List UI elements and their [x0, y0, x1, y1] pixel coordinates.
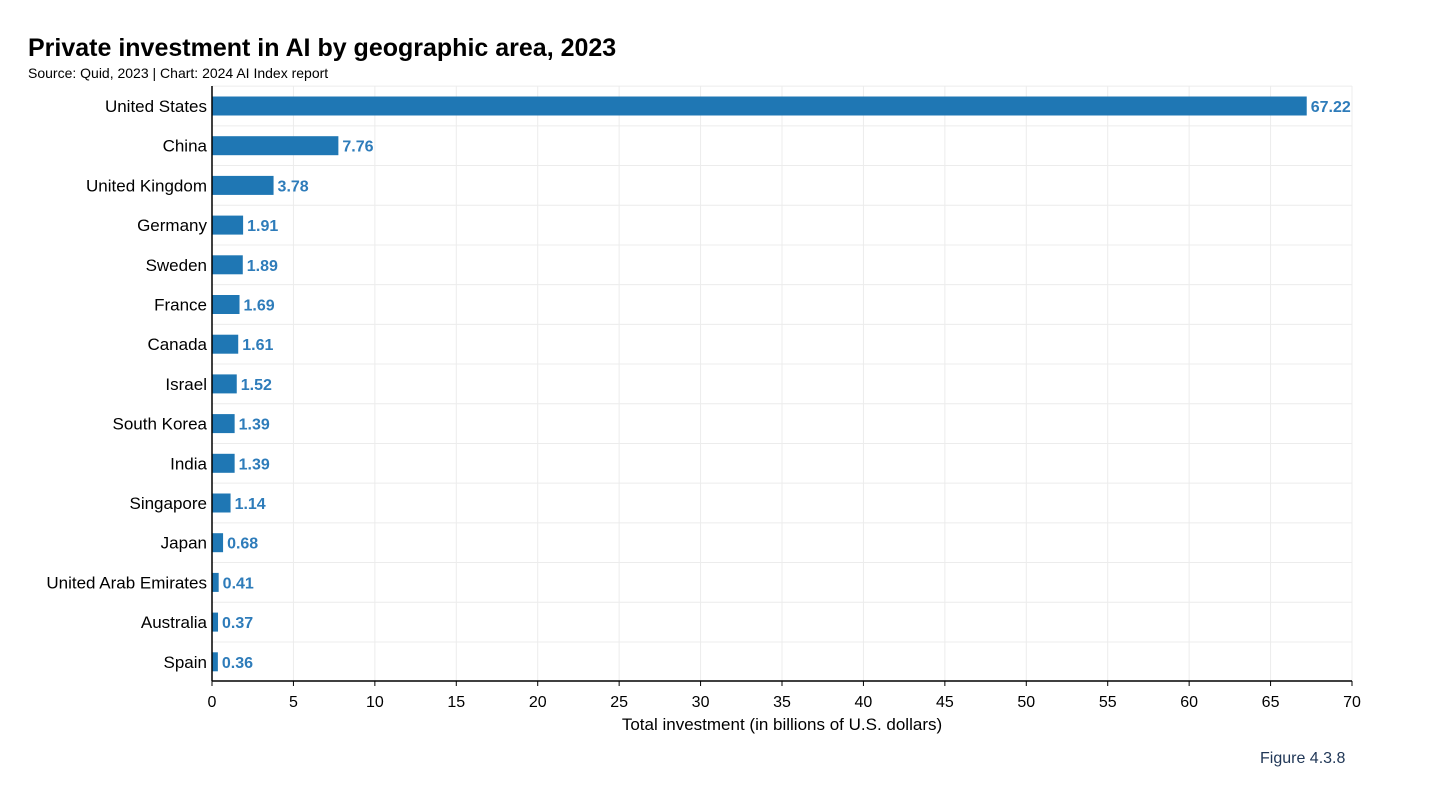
value-label: 1.89	[247, 258, 278, 275]
value-label: 0.41	[223, 575, 254, 592]
x-tick-label: 30	[692, 694, 710, 711]
x-tick-label: 5	[289, 694, 298, 711]
x-axis-title: Total investment (in billions of U.S. do…	[622, 715, 942, 734]
bar	[212, 374, 237, 394]
x-tick-label: 45	[936, 694, 954, 711]
gridlines	[211, 85, 1353, 681]
x-tick-label: 70	[1343, 694, 1361, 711]
category-label: Singapore	[129, 494, 207, 513]
bar	[212, 572, 219, 592]
category-label: Sweden	[146, 256, 207, 275]
value-label: 0.68	[227, 536, 258, 553]
bar	[212, 96, 1307, 116]
bar	[212, 533, 224, 553]
x-tick-label: 55	[1099, 694, 1117, 711]
category-label: Japan	[161, 534, 207, 553]
category-label: United Arab Emirates	[46, 573, 207, 592]
x-tick-label: 20	[529, 694, 547, 711]
value-label: 1.39	[239, 417, 270, 434]
axes	[211, 86, 1353, 686]
value-label: 1.91	[247, 218, 278, 235]
figure-label: Figure 4.3.8	[1260, 750, 1346, 767]
value-label: 1.39	[239, 456, 270, 473]
chart-source: Source: Quid, 2023 | Chart: 2024 AI Inde…	[28, 65, 329, 81]
value-label: 1.52	[241, 377, 272, 394]
x-tick-label: 25	[610, 694, 628, 711]
value-label: 1.61	[242, 337, 273, 354]
category-labels: United States China United Kingdom Germany S…	[46, 97, 207, 672]
bar	[212, 414, 235, 434]
category-label: France	[154, 296, 207, 315]
x-tick-label: 40	[855, 694, 873, 711]
category-label: United Kingdom	[86, 176, 207, 195]
chart-title: Private investment in AI by geographic a…	[28, 34, 617, 62]
tick-labels: 0 5 10 15 20 25 30 35 40 45 50 55 60 65 70	[208, 694, 1361, 711]
x-tick-label: 65	[1262, 694, 1280, 711]
bar	[212, 612, 219, 632]
category-label: India	[170, 454, 207, 473]
x-tick-label: 0	[208, 694, 217, 711]
category-label: Australia	[141, 613, 208, 632]
x-tick-label: 50	[1017, 694, 1035, 711]
category-label: Canada	[147, 335, 207, 354]
value-label: 0.37	[222, 615, 253, 632]
category-label: Spain	[164, 653, 207, 672]
category-label: China	[163, 137, 208, 156]
bar	[212, 453, 235, 473]
value-label: 7.76	[342, 139, 373, 156]
bar	[212, 175, 274, 195]
bar	[212, 255, 243, 275]
bar	[212, 334, 239, 354]
category-label: Israel	[165, 375, 207, 394]
bar	[212, 652, 218, 672]
category-label: South Korea	[112, 415, 207, 434]
value-label: 1.69	[244, 298, 275, 315]
x-tick-label: 10	[366, 694, 384, 711]
bars	[212, 96, 1307, 672]
value-label: 1.14	[235, 496, 266, 513]
x-tick-label: 60	[1180, 694, 1198, 711]
value-label: 67.22	[1311, 99, 1351, 116]
bar	[212, 295, 240, 314]
value-label: 0.36	[222, 655, 253, 672]
bar	[212, 493, 231, 513]
bar	[212, 215, 244, 235]
value-labels: 67.22 7.76 3.78 1.91 1.89 1.69 1.61 1.52 1.39 1.3…	[222, 99, 1351, 672]
category-label: Germany	[137, 216, 207, 235]
x-tick-label: 15	[447, 694, 465, 711]
category-label: United States	[105, 97, 207, 116]
x-tick-label: 35	[773, 694, 791, 711]
bar	[212, 136, 339, 156]
value-label: 3.78	[278, 178, 309, 195]
